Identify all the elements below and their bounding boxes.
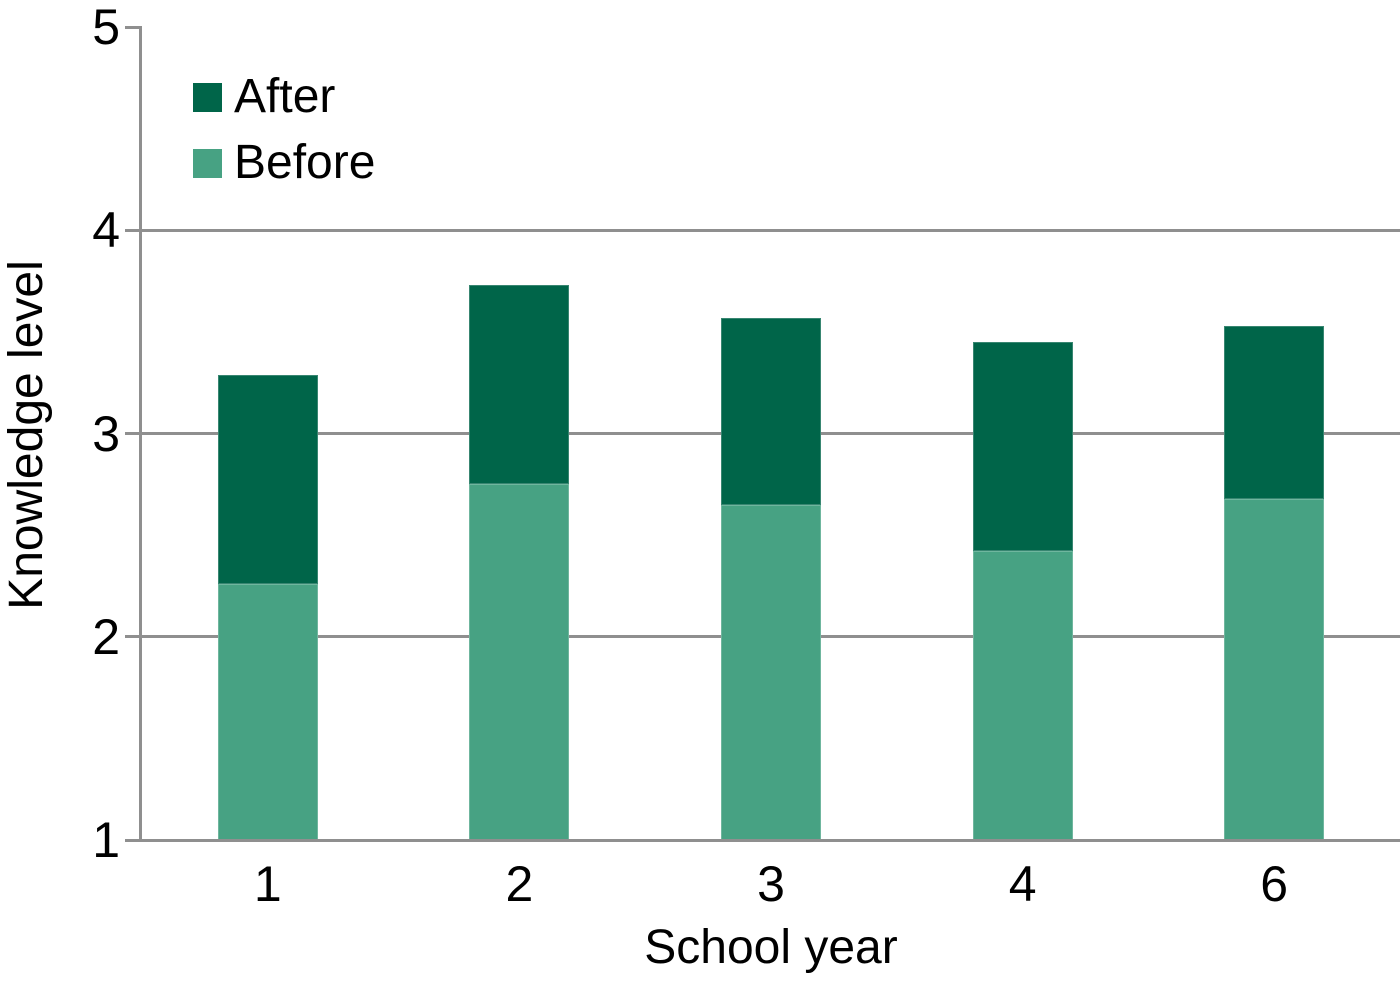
- bar-before-year-4: [972, 551, 1073, 840]
- y-tick-label-1: 1: [92, 812, 120, 868]
- x-tick-label-2: 2: [505, 856, 534, 912]
- y-tick-label-2: 2: [92, 608, 120, 665]
- y-tick-5: [125, 25, 139, 29]
- y-tick-label-4: 4: [92, 202, 120, 259]
- x-axis-line: [142, 838, 1400, 842]
- bar-after-year-4: [972, 342, 1073, 552]
- bar-after-year-2: [469, 285, 570, 485]
- bar-before-year-3: [721, 504, 821, 840]
- gridline-4: [142, 228, 1400, 232]
- y-tick-3: [125, 432, 139, 435]
- legend-label-after: After: [234, 70, 336, 123]
- x-tick-label-3: 3: [757, 856, 785, 912]
- bar-after-year-1: [217, 374, 318, 584]
- y-tick-1: [125, 838, 139, 842]
- legend-item-before: Before: [193, 139, 375, 187]
- bar-before-year-2: [469, 484, 570, 840]
- legend-label-before: Before: [234, 136, 376, 189]
- bar-before-year-6: [1224, 498, 1325, 840]
- x-axis-title: School year: [644, 921, 898, 974]
- bar-after-year-6: [1224, 325, 1325, 499]
- y-tick-2: [125, 635, 139, 639]
- bar-before-year-1: [217, 583, 318, 840]
- y-tick-4: [125, 228, 139, 232]
- y-axis-line: [139, 25, 142, 842]
- after-swatch-icon: [193, 82, 222, 112]
- x-tick-label-4: 4: [1008, 856, 1037, 912]
- x-tick-label-1: 1: [253, 856, 282, 912]
- y-tick-label-5: 5: [92, 0, 120, 55]
- x-tick-label-6: 6: [1260, 856, 1289, 912]
- before-swatch-icon: [193, 148, 222, 178]
- y-tick-label-3: 3: [92, 405, 120, 462]
- bar-after-year-3: [721, 317, 821, 505]
- legend-item-after: After: [193, 73, 335, 121]
